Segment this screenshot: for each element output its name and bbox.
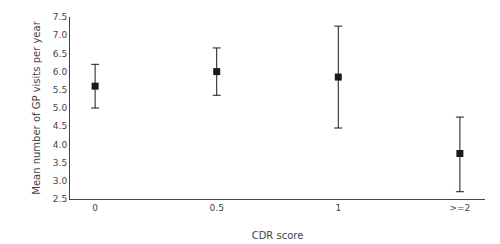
svg-text:CDR score: CDR score xyxy=(252,230,304,241)
svg-text:0: 0 xyxy=(92,203,98,213)
svg-text:4.0: 4.0 xyxy=(53,140,68,150)
svg-text:6.0: 6.0 xyxy=(53,67,68,77)
svg-text:5.0: 5.0 xyxy=(53,103,68,113)
svg-text:0.5: 0.5 xyxy=(210,203,224,213)
svg-text:3.0: 3.0 xyxy=(53,176,68,186)
svg-text:3.5: 3.5 xyxy=(53,158,67,168)
svg-text:6.5: 6.5 xyxy=(53,49,67,59)
svg-text:5.5: 5.5 xyxy=(53,85,67,95)
svg-text:4.5: 4.5 xyxy=(53,121,67,131)
svg-text:Mean number of GP visits per y: Mean number of GP visits per year xyxy=(31,20,42,194)
svg-text:7.5: 7.5 xyxy=(53,12,67,22)
svg-text:7.0: 7.0 xyxy=(53,30,68,40)
svg-text:>=2: >=2 xyxy=(449,203,470,213)
svg-text:1: 1 xyxy=(335,203,341,213)
svg-text:2.5: 2.5 xyxy=(53,194,67,204)
